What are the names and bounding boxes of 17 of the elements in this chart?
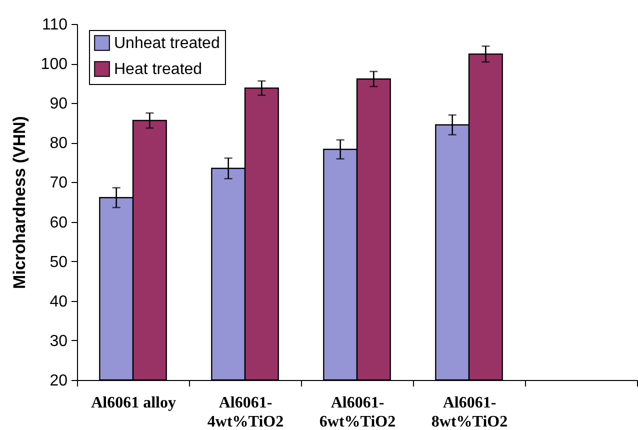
- y-tick-label: 50: [50, 254, 68, 271]
- legend-label: Heat treated: [114, 61, 202, 78]
- y-tick-label: 20: [50, 372, 68, 390]
- y-tick-label: 60: [50, 214, 68, 232]
- y-tick-label: 40: [50, 293, 68, 310]
- y-tick-label: 80: [50, 135, 68, 152]
- y-tick-label: 100: [40, 56, 68, 74]
- legend-label: Unheat treated: [114, 35, 220, 52]
- y-tick-label: 30: [50, 332, 68, 350]
- y-tick-label: 70: [50, 174, 68, 192]
- x-tick-label: Al6061-8wt%TiO2: [431, 394, 508, 430]
- y-tick-label: 90: [50, 96, 68, 113]
- y-tick-label: 110: [42, 16, 68, 34]
- x-tick-label: Al6061-6wt%TiO2: [319, 394, 396, 430]
- x-tick-label: Al6061 alloy: [91, 394, 176, 412]
- x-tick-label: Al6061-4wt%TiO2: [207, 394, 284, 430]
- y-axis-title: Microhardness (VHN): [10, 116, 29, 289]
